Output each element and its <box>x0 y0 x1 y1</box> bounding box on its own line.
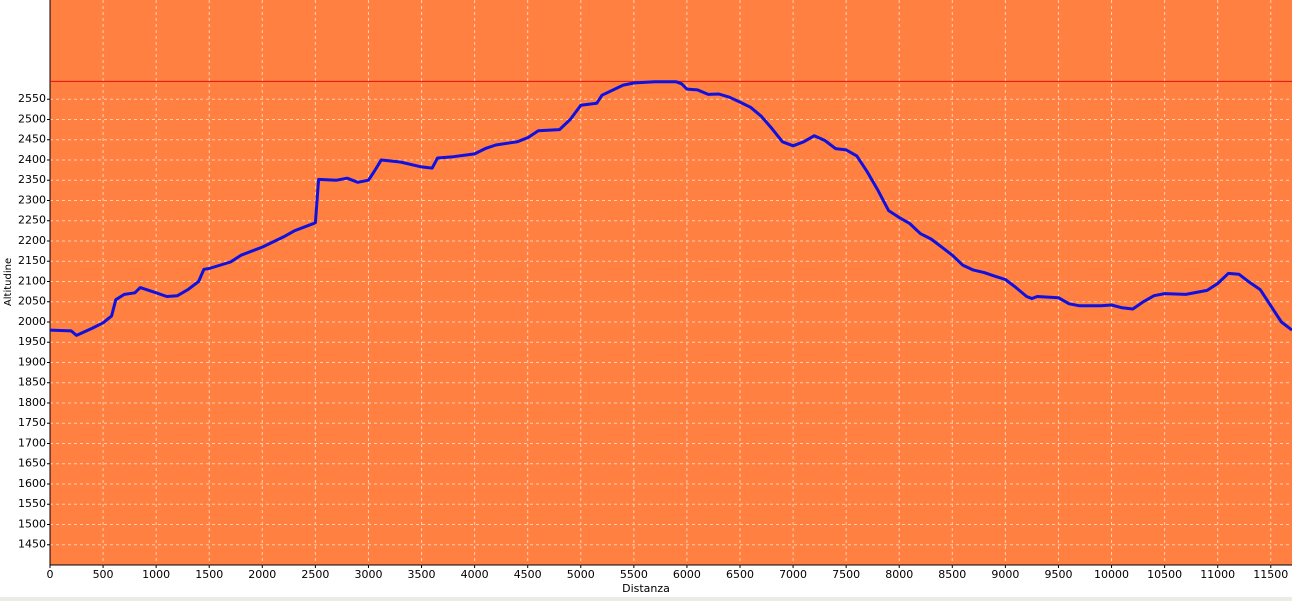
y-tick-label: 2150 <box>18 254 46 267</box>
y-tick-label: 1450 <box>18 538 46 551</box>
y-tick-label: 2050 <box>18 295 46 308</box>
y-tick-label: 1600 <box>18 477 46 490</box>
x-tick-label: 1000 <box>142 568 170 581</box>
x-tick-label: 5000 <box>567 568 595 581</box>
plot-background <box>50 0 1292 565</box>
x-tick-label: 6000 <box>673 568 701 581</box>
y-tick-label: 1700 <box>18 436 46 449</box>
x-tick-label: 8000 <box>885 568 913 581</box>
x-tick-label: 6500 <box>726 568 754 581</box>
x-tick-label: 10000 <box>1094 568 1129 581</box>
y-tick-label: 2250 <box>18 214 46 227</box>
y-tick-label: 2400 <box>18 153 46 166</box>
x-tick-label: 3000 <box>354 568 382 581</box>
y-tick-label: 2200 <box>18 234 46 247</box>
x-tick-label: 7000 <box>779 568 807 581</box>
y-tick-label: 1550 <box>18 497 46 510</box>
x-tick-label: 8500 <box>938 568 966 581</box>
x-tick-label: 9500 <box>1044 568 1072 581</box>
x-tick-label: 5500 <box>620 568 648 581</box>
y-tick-label: 2550 <box>18 92 46 105</box>
y-tick-label: 2000 <box>18 315 46 328</box>
status-strip <box>0 597 1292 601</box>
x-tick-label: 0 <box>47 568 54 581</box>
x-tick-label: 11000 <box>1200 568 1235 581</box>
y-tick-label: 1500 <box>18 517 46 530</box>
x-axis-title: Distanza <box>622 582 670 595</box>
x-tick-label: 3500 <box>408 568 436 581</box>
y-tick-label: 2350 <box>18 173 46 186</box>
x-tick-label: 2000 <box>248 568 276 581</box>
x-tick-label: 4500 <box>514 568 542 581</box>
plot-area <box>49 0 1292 565</box>
x-tick-label: 7500 <box>832 568 860 581</box>
x-tick-label: 1500 <box>195 568 223 581</box>
y-tick-label: 1650 <box>18 457 46 470</box>
y-tick-label: 1900 <box>18 355 46 368</box>
y-axis-title: Altitudine <box>3 258 14 306</box>
x-tick-label: 10500 <box>1147 568 1182 581</box>
y-tick-label: 2500 <box>18 112 46 125</box>
x-tick-label: 500 <box>93 568 114 581</box>
y-tick-label: 2450 <box>18 133 46 146</box>
y-tick-label: 1850 <box>18 376 46 389</box>
y-tick-label: 1950 <box>18 335 46 348</box>
elevation-line <box>49 80 1292 337</box>
x-tick-label: 2500 <box>301 568 329 581</box>
y-tick-label: 2100 <box>18 274 46 287</box>
y-tick-label: 2300 <box>18 193 46 206</box>
y-tick-label: 1750 <box>18 416 46 429</box>
x-tick-label: 9000 <box>991 568 1019 581</box>
x-tick-label: 4000 <box>461 568 489 581</box>
y-tick-label: 1800 <box>18 396 46 409</box>
x-tick-label: 11500 <box>1253 568 1288 581</box>
